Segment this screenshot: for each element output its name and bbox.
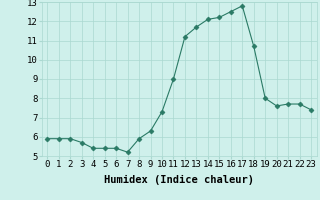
X-axis label: Humidex (Indice chaleur): Humidex (Indice chaleur): [104, 175, 254, 185]
